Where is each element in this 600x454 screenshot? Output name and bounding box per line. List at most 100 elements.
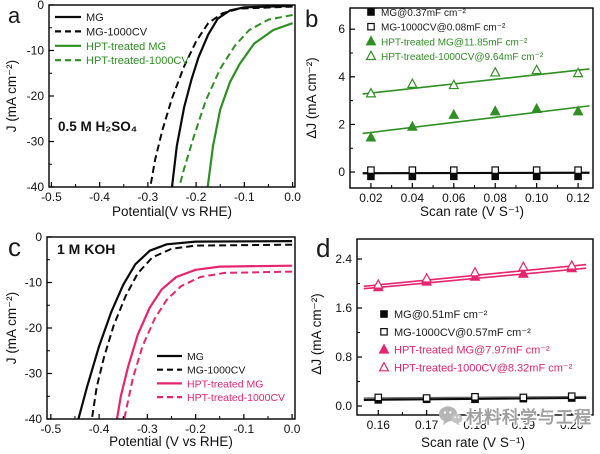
- marker-square-open-mg-1000cv: [374, 393, 383, 402]
- x-tick-label: 0.02: [359, 191, 383, 205]
- x-tick-label: 0.08: [484, 191, 508, 205]
- x-tick-label: -0.5: [41, 422, 62, 436]
- legend-label-mg-1000cv: MG-1000CV: [187, 365, 245, 377]
- x-tick-label: 0.20: [560, 418, 584, 432]
- curve-hpt-treated-1000cv: [123, 270, 293, 419]
- marker-triangle-open-hpt-treated-1000cv: [489, 66, 501, 77]
- y-axis-title-d: ΔJ (mA cm⁻²): [309, 293, 324, 374]
- x-tick-label: 0.18: [463, 418, 487, 432]
- marker-square-filled-mg: [367, 172, 375, 181]
- marker-triangle-open-hpt-treated-1000cv: [448, 79, 460, 90]
- panel-letter-a: a: [8, 3, 21, 28]
- marker-square-open-mg-1000cv: [408, 166, 417, 174]
- legend-square-open-icon: [367, 22, 375, 31]
- marker-triangle-filled-hpt-treated-mg: [572, 105, 584, 116]
- x-tick-label: 0.10: [525, 191, 549, 205]
- panel-a: -0.5 -0.4 -0.3 -0.2 -0.1 0.0 0 -10 -20 -30 -40 Pote…: [4, 0, 301, 219]
- marker-triangle-open-hpt-treated-1000cv: [469, 266, 481, 277]
- legend-label-mg-1000cv-0-57mf-cm: MG-1000CV@0.57mF cm⁻²: [394, 327, 531, 339]
- marker-square-filled-mg: [491, 172, 500, 181]
- curve-mg-1000cv: [90, 243, 293, 419]
- marker-triangle-open-hpt-treated-1000cv: [531, 64, 543, 75]
- y-tick-label: 2: [338, 117, 345, 131]
- y-tick-label: -30: [25, 367, 43, 381]
- legend-label-hpt-treated-1000cv-9-64mf-cm: HPT-treated-1000CV@9.64mF cm⁻²: [381, 52, 544, 63]
- marker-triangle-filled-hpt-treated-mg: [365, 131, 377, 142]
- legend-label-mg-0-37mf-cm: MG@0.37mF cm⁻²: [381, 8, 467, 19]
- fit-line-hpt-treated-1000cv: [362, 68, 590, 95]
- legend-label-hpt-treated-mg-7-97mf-cm: HPT-treated MG@7.97mF cm⁻²: [394, 345, 550, 357]
- marker-triangle-open-hpt-treated-1000cv: [572, 67, 584, 78]
- legend-label-hpt-treated-1000cv: HPT-treated-1000CV: [187, 392, 285, 404]
- y-axis-title-c: J (mA cm⁻²): [4, 292, 19, 364]
- y-axis-title-a: J (mA cm⁻²): [4, 60, 19, 132]
- axes-frame-b: [349, 7, 594, 189]
- curve-mg: [170, 5, 293, 187]
- x-axis-title-c: Potential (V vs RHE): [109, 434, 233, 449]
- marker-triangle-open-hpt-treated-1000cv: [421, 272, 433, 283]
- x-tick-label: -0.5: [41, 190, 62, 204]
- x-tick-label: 0.04: [401, 191, 425, 205]
- y-tick-label: -30: [27, 135, 45, 149]
- marker-triangle-open-hpt-treated-1000cv: [372, 278, 384, 289]
- y-tick-label: -40: [25, 412, 43, 426]
- y-tick-label: 6: [338, 22, 345, 36]
- x-tick-label: 0.0: [284, 190, 301, 204]
- panel-letter-c: c: [8, 232, 21, 262]
- marker-triangle-open-hpt-treated-1000cv: [517, 260, 529, 271]
- legend-triangle-open-icon: [365, 50, 377, 61]
- x-tick-label: -0.2: [185, 422, 206, 436]
- legend-square-filled-icon: [367, 8, 375, 16]
- y-tick-label: 1.6: [335, 301, 352, 315]
- legend-label-hpt-treated-mg: HPT-treated MG: [187, 378, 263, 390]
- marker-square-open-mg-1000cv: [449, 166, 458, 174]
- x-tick-label: -0.3: [137, 422, 158, 436]
- x-tick-label: -0.4: [89, 422, 110, 436]
- y-tick-label: 4: [338, 70, 345, 84]
- panel-letter-b: b: [305, 6, 318, 33]
- marker-triangle-open-hpt-treated-1000cv: [566, 259, 578, 270]
- marker-triangle-filled-hpt-treated-mg: [531, 102, 543, 113]
- x-axis-title-b: Scan rate (V S⁻¹): [420, 204, 524, 219]
- curve-mg-1000cv: [149, 5, 293, 187]
- marker-triangle-filled-hpt-treated-mg: [489, 105, 501, 116]
- legend-label-mg-1000cv-0-08mf-cm: MG-1000CV@0.08mF cm⁻²: [381, 23, 506, 34]
- legend-label-mg-1000cv: MG-1000CV: [86, 26, 148, 38]
- marker-square-open-mg-1000cv: [367, 166, 375, 174]
- marker-square-open-mg-1000cv: [491, 166, 500, 174]
- x-tick-label: -0.3: [138, 190, 159, 204]
- marker-triangle-filled-hpt-treated-mg: [406, 120, 418, 131]
- marker-square-filled-mg: [408, 172, 417, 181]
- marker-square-open-mg-1000cv: [532, 166, 541, 174]
- marker-square-filled-mg: [449, 172, 458, 181]
- curve-mg: [77, 240, 293, 419]
- legend-triangle-filled-icon: [378, 343, 390, 354]
- marker-square-filled-mg: [574, 172, 582, 181]
- marker-square-filled-mg: [532, 172, 541, 181]
- marker-triangle-open-hpt-treated-1000cv: [365, 87, 377, 98]
- y-tick-label: -20: [27, 89, 45, 103]
- legend-triangle-filled-icon: [365, 35, 377, 46]
- annotation-a: 0.5 M H₂SO₄: [58, 119, 137, 134]
- curve-hpt-treated-mg: [206, 22, 293, 187]
- marker-square-open-mg-1000cv: [422, 394, 431, 402]
- y-tick-label: -10: [25, 276, 43, 290]
- panel-letter-d: d: [316, 233, 330, 263]
- y-tick-label: -10: [27, 44, 45, 58]
- curve-hpt-treated-1000cv: [178, 14, 293, 187]
- marker-triangle-filled-hpt-treated-mg: [448, 108, 460, 119]
- legend-square-filled-icon: [380, 310, 388, 318]
- legend-label-mg: MG: [187, 351, 204, 363]
- fit-line-hpt-treated-mg: [362, 105, 590, 135]
- panel-c: -0.5 -0.4 -0.3 -0.2 -0.1 0.0 0 -10 -20 -30 -40 Pote…: [4, 230, 301, 449]
- legend-square-open-icon: [380, 328, 388, 336]
- y-axis-title-b: ΔJ (mA cm⁻²): [304, 57, 319, 138]
- marker-triangle-open-hpt-treated-1000cv: [406, 77, 418, 88]
- legend-triangle-open-icon: [378, 361, 390, 372]
- y-tick-label: 0.0: [335, 399, 352, 413]
- y-tick-label: -20: [25, 321, 43, 335]
- x-tick-label: 0.17: [415, 418, 439, 432]
- x-tick-label: 0.16: [367, 418, 391, 432]
